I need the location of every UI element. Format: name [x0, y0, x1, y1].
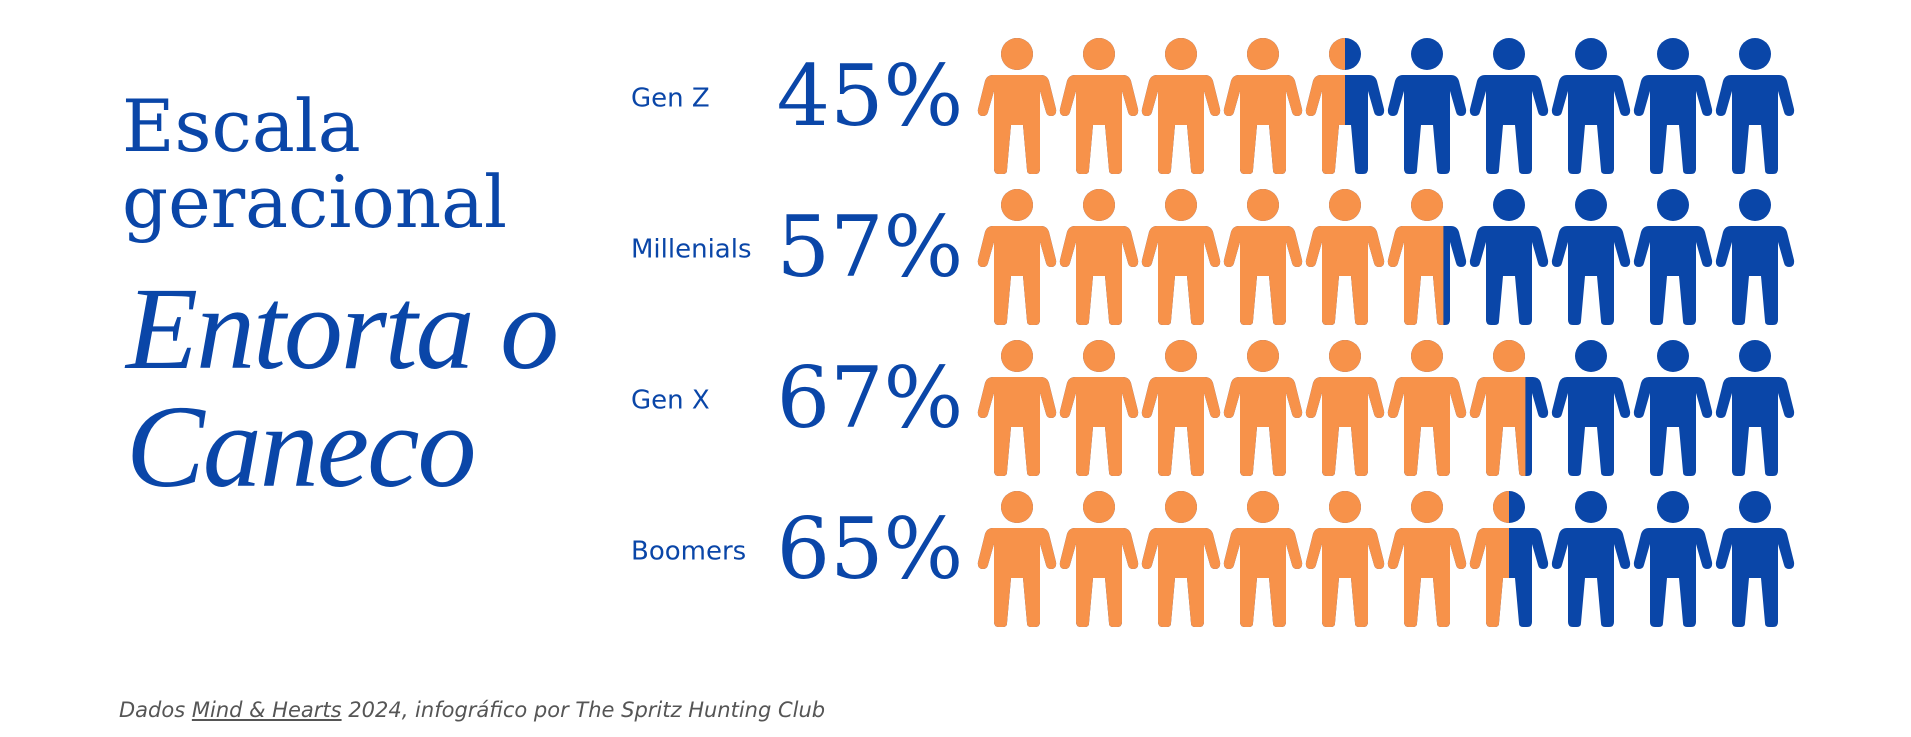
person-icon [1059, 38, 1139, 174]
person-icon [1059, 491, 1139, 627]
person-icon [1551, 38, 1631, 174]
footer: Dados Mind & Hearts 2024, infográfico po… [119, 698, 825, 722]
value-label: 57% [777, 198, 964, 296]
source-link[interactable]: Mind & Hearts [191, 698, 342, 722]
person-icon [1551, 340, 1631, 476]
person-icon [1141, 340, 1221, 476]
person-icon [1141, 189, 1221, 325]
value-label: 67% [777, 349, 964, 447]
person-icon [1223, 340, 1303, 476]
category-label: Gen Z [631, 84, 710, 114]
person-icon [1633, 189, 1713, 325]
person-icon [1633, 340, 1713, 476]
person-icon [1551, 189, 1631, 325]
person-icon [1305, 491, 1385, 627]
person-icon [1141, 491, 1221, 627]
person-icon [1223, 491, 1303, 627]
person-icon [1141, 38, 1221, 174]
person-icon [1469, 189, 1549, 325]
person-icon [977, 340, 1057, 476]
person-icon [1633, 38, 1713, 174]
person-icon [1223, 189, 1303, 325]
person-icon [977, 189, 1057, 325]
source-suffix: 2024, infográfico por The Spritz Hunting… [348, 698, 826, 722]
person-icon [1059, 189, 1139, 325]
person-icon [1305, 340, 1385, 476]
category-label: Gen X [631, 386, 710, 416]
person-icon [1469, 38, 1549, 174]
person-icon [977, 38, 1057, 174]
person-icon [1715, 340, 1795, 476]
value-label: 45% [777, 47, 964, 145]
subtitle: Entorta o Caneco [126, 263, 559, 512]
person-icon [977, 491, 1057, 627]
value-label: 65% [777, 500, 964, 598]
person-icon [1715, 38, 1795, 174]
person-icon [1387, 38, 1467, 174]
source-prefix: Dados [119, 698, 186, 722]
person-icon [1633, 491, 1713, 627]
person-icon [1715, 491, 1795, 627]
person-icon [1387, 491, 1467, 627]
person-icon [1223, 38, 1303, 174]
category-label: Millenials [631, 235, 752, 265]
title: Escala geracional [122, 84, 508, 244]
person-icon [1715, 189, 1795, 325]
person-icon [1305, 189, 1385, 325]
person-icon [1059, 340, 1139, 476]
person-icon [1387, 340, 1467, 476]
person-icon [1551, 491, 1631, 627]
category-label: Boomers [631, 537, 746, 567]
